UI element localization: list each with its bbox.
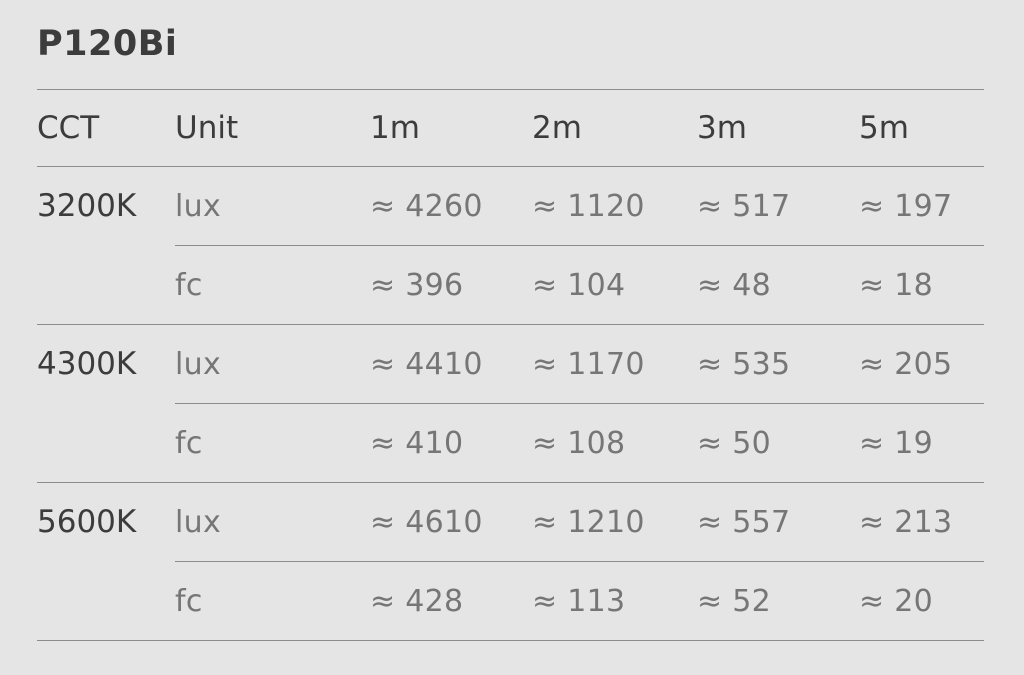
value-cell: ≈ 4610 (370, 482, 532, 562)
unit-cell: fc (175, 403, 370, 483)
value-cell: ≈ 48 (697, 245, 859, 325)
unit-cell: fc (175, 561, 370, 641)
table-row: 5600K lux ≈ 4610 ≈ 1210 ≈ 557 ≈ 213 (37, 482, 984, 641)
unit-cell: lux (175, 482, 370, 562)
value-cell: ≈ 52 (697, 561, 859, 641)
cct-cell: 4300K (37, 324, 175, 483)
value-cell: ≈ 197 (859, 166, 984, 246)
value-cell: ≈ 1120 (532, 166, 697, 246)
value-cell: ≈ 557 (697, 482, 859, 562)
header-unit: Unit (175, 89, 370, 167)
value-cell: ≈ 20 (859, 561, 984, 641)
unit-cell: fc (175, 245, 370, 325)
value-cell: ≈ 104 (532, 245, 697, 325)
spec-sheet: P120Bi CCT Unit 1m 2m 3m 5m 3200K lux ≈ 42… (37, 24, 984, 641)
value-cell: ≈ 18 (859, 245, 984, 325)
header-cct: CCT (37, 89, 175, 167)
value-cell: ≈ 213 (859, 482, 984, 562)
table-row: fc ≈ 396 ≈ 104 ≈ 48 ≈ 18 (37, 245, 984, 325)
table-body: 3200K lux ≈ 4260 ≈ 1120 ≈ 517 ≈ 197 fc ≈ 396 ≈ 1… (37, 166, 984, 641)
page-title: P120Bi (37, 24, 178, 64)
table-row: 4300K lux ≈ 4410 ≈ 1170 ≈ 535 ≈ 205 (37, 324, 984, 483)
value-cell: ≈ 108 (532, 403, 697, 483)
value-cell: ≈ 396 (370, 245, 532, 325)
value-cell: ≈ 1170 (532, 324, 697, 404)
value-cell: ≈ 19 (859, 403, 984, 483)
header-1m: 1m (370, 89, 532, 167)
table-row: fc ≈ 410 ≈ 108 ≈ 50 ≈ 19 (37, 403, 984, 483)
value-cell: ≈ 4410 (370, 324, 532, 404)
header-2m: 2m (532, 89, 697, 167)
cct-cell: 3200K (37, 166, 175, 325)
value-cell: ≈ 50 (697, 403, 859, 483)
header-3m: 3m (697, 89, 859, 167)
value-cell: ≈ 410 (370, 403, 532, 483)
value-cell: ≈ 4260 (370, 166, 532, 246)
unit-cell: lux (175, 166, 370, 246)
cct-cell: 5600K (37, 482, 175, 641)
unit-cell: lux (175, 324, 370, 404)
table-row: 3200K lux ≈ 4260 ≈ 1120 ≈ 517 ≈ 197 (37, 166, 984, 325)
value-cell: ≈ 428 (370, 561, 532, 641)
value-cell: ≈ 535 (697, 324, 859, 404)
value-cell: ≈ 517 (697, 166, 859, 246)
header-5m: 5m (859, 89, 984, 167)
value-cell: ≈ 205 (859, 324, 984, 404)
table-row: fc ≈ 428 ≈ 113 ≈ 52 ≈ 20 (37, 561, 984, 641)
value-cell: ≈ 113 (532, 561, 697, 641)
header-row: CCT Unit 1m 2m 3m 5m (37, 89, 984, 167)
value-cell: ≈ 1210 (532, 482, 697, 562)
illuminance-table: CCT Unit 1m 2m 3m 5m 3200K lux ≈ 4260 ≈ 112… (37, 89, 984, 641)
